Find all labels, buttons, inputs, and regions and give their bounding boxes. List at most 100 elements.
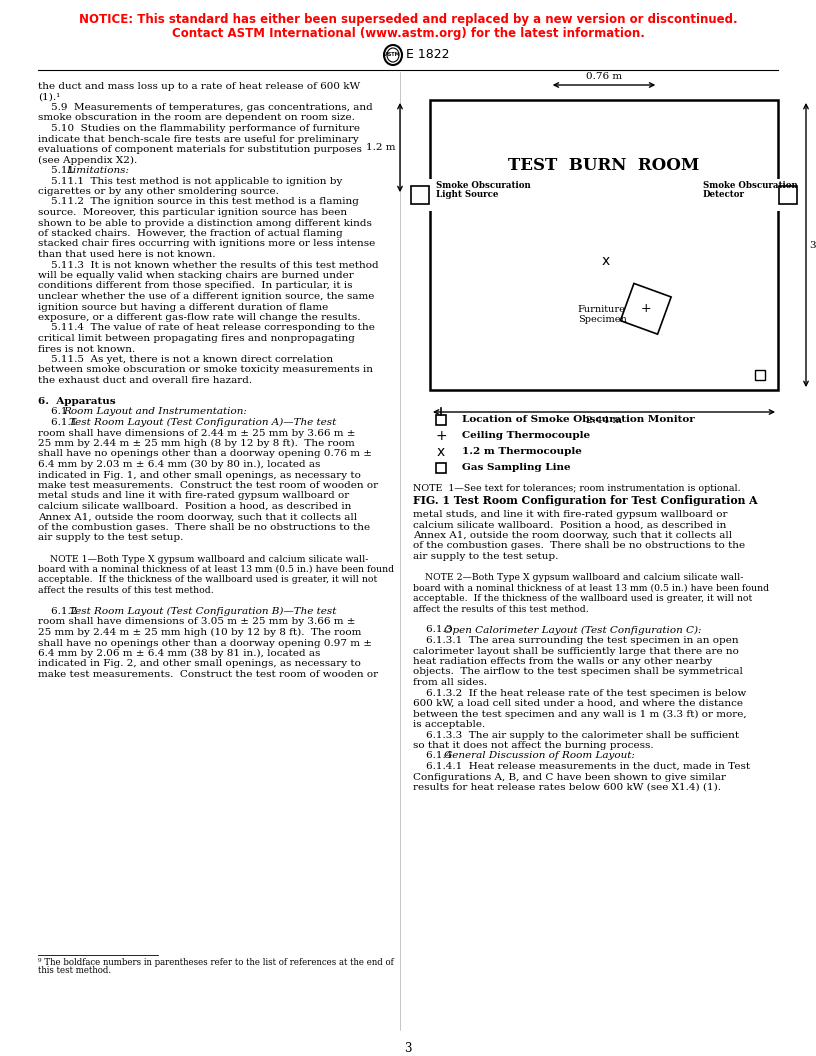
Text: Smoke Obscuration: Smoke Obscuration	[703, 181, 798, 190]
Text: 6.1.3.2  If the heat release rate of the test specimen is below: 6.1.3.2 If the heat release rate of the …	[413, 689, 747, 698]
Text: room shall have dimensions of 2.44 m ± 25 mm by 3.66 m ±: room shall have dimensions of 2.44 m ± 2…	[38, 429, 356, 437]
Text: smoke obscuration in the room are dependent on room size.: smoke obscuration in the room are depend…	[38, 113, 355, 122]
Text: conditions different from those specified.  In particular, it is: conditions different from those specifie…	[38, 282, 353, 290]
Text: calcium silicate wallboard.  Position a hood, as described in: calcium silicate wallboard. Position a h…	[413, 521, 726, 529]
Text: indicate that bench-scale fire tests are useful for preliminary: indicate that bench-scale fire tests are…	[38, 134, 359, 144]
Bar	[429, 180, 432, 211]
Text: 25 mm by 2.44 m ± 25 mm high (8 by 12 by 8 ft).  The room: 25 mm by 2.44 m ± 25 mm high (8 by 12 by…	[38, 439, 355, 448]
Text: 5.11.5  As yet, there is not a known direct correlation: 5.11.5 As yet, there is not a known dire…	[38, 355, 333, 364]
Text: 6.1.3: 6.1.3	[413, 625, 459, 635]
Text: acceptable.  If the thickness of the wallboard used is greater, it will not: acceptable. If the thickness of the wall…	[38, 576, 377, 585]
Ellipse shape	[387, 48, 399, 62]
Text: 6.1.3.3  The air supply to the calorimeter shall be sufficient: 6.1.3.3 The air supply to the calorimete…	[413, 731, 739, 739]
Text: 5.11.1  This test method is not applicable to ignition by: 5.11.1 This test method is not applicabl…	[38, 176, 343, 186]
Bar	[430, 100, 778, 390]
Text: 2.44 m: 2.44 m	[586, 416, 622, 425]
Text: 600 kW, a load cell sited under a hood, and where the distance: 600 kW, a load cell sited under a hood, …	[413, 699, 743, 708]
Text: the duct and mass loss up to a rate of heat release of 600 kW: the duct and mass loss up to a rate of h…	[38, 82, 360, 91]
Text: NOTE 2—Both Type X gypsum wallboard and calcium silicate wall-: NOTE 2—Both Type X gypsum wallboard and …	[413, 573, 743, 582]
Text: NOTE  1—See text for tolerances; room instrumentation is optional.: NOTE 1—See text for tolerances; room ins…	[413, 484, 741, 493]
Text: Configurations A, B, and C have been shown to give similar: Configurations A, B, and C have been sho…	[413, 773, 726, 781]
Text: Limitations:: Limitations:	[66, 166, 129, 175]
Ellipse shape	[384, 45, 402, 65]
Text: Smoke Obscuration: Smoke Obscuration	[436, 181, 530, 190]
Text: 3: 3	[404, 1042, 412, 1055]
Text: Furniture: Furniture	[578, 305, 626, 314]
Text: ignition source but having a different duration of flame: ignition source but having a different d…	[38, 302, 328, 312]
Text: the exhaust duct and overall fire hazard.: the exhaust duct and overall fire hazard…	[38, 376, 252, 385]
Text: Gas Sampling Line: Gas Sampling Line	[462, 464, 570, 472]
Text: affect the results of this test method.: affect the results of this test method.	[413, 604, 589, 614]
Text: Specimen: Specimen	[578, 315, 627, 324]
Text: unclear whether the use of a different ignition source, the same: unclear whether the use of a different i…	[38, 293, 375, 301]
Text: metal studs and line it with fire-rated gypsum wallboard or: metal studs and line it with fire-rated …	[38, 491, 349, 501]
Text: air supply to the test setup.: air supply to the test setup.	[413, 552, 558, 561]
Text: so that it does not affect the burning process.: so that it does not affect the burning p…	[413, 741, 654, 750]
Text: shall have no openings other than a doorway opening 0.97 m ±: shall have no openings other than a door…	[38, 639, 372, 647]
Text: Ceiling Thermocouple: Ceiling Thermocouple	[462, 432, 590, 440]
Text: 5.11.2  The ignition source in this test method is a flaming: 5.11.2 The ignition source in this test …	[38, 197, 359, 207]
Text: acceptable.  If the thickness of the wallboard used is greater, it will not: acceptable. If the thickness of the wall…	[413, 593, 752, 603]
Text: objects.  The airflow to the test specimen shall be symmetrical: objects. The airflow to the test specime…	[413, 667, 743, 677]
Bar	[436, 463, 446, 473]
Text: ⁹ The boldface numbers in parentheses refer to the list of references at the end: ⁹ The boldface numbers in parentheses re…	[38, 958, 394, 967]
Text: affect the results of this test method.: affect the results of this test method.	[38, 586, 214, 595]
Text: Detector: Detector	[703, 190, 745, 200]
Text: shown to be able to provide a distinction among different kinds: shown to be able to provide a distinctio…	[38, 219, 372, 227]
Text: will be equally valid when stacking chairs are burned under: will be equally valid when stacking chai…	[38, 271, 354, 280]
Text: room shall have dimensions of 3.05 m ± 25 mm by 3.66 m ±: room shall have dimensions of 3.05 m ± 2…	[38, 618, 356, 626]
Text: results for heat release rates below 600 kW (see X1.4) (1).: results for heat release rates below 600…	[413, 782, 721, 792]
Bar	[411, 186, 429, 204]
Text: 1.2 m: 1.2 m	[366, 143, 396, 152]
Bar	[779, 186, 797, 204]
Text: Contact ASTM International (www.astm.org) for the latest information.: Contact ASTM International (www.astm.org…	[171, 27, 645, 40]
Text: calorimeter layout shall be sufficiently large that there are no: calorimeter layout shall be sufficiently…	[413, 646, 738, 656]
Text: 25 mm by 2.44 m ± 25 mm high (10 by 12 by 8 ft).  The room: 25 mm by 2.44 m ± 25 mm high (10 by 12 b…	[38, 628, 361, 637]
Text: Light Source: Light Source	[436, 190, 499, 200]
Text: between the test specimen and any wall is 1 m (3.3 ft) or more,: between the test specimen and any wall i…	[413, 710, 747, 719]
Text: calcium silicate wallboard.  Position a hood, as described in: calcium silicate wallboard. Position a h…	[38, 502, 352, 511]
Text: 1.2 m Thermocouple: 1.2 m Thermocouple	[462, 448, 582, 456]
Text: Test Room Layout (Test Configuration B)—The test: Test Room Layout (Test Configuration B)—…	[69, 607, 336, 616]
Text: 6.  Apparatus: 6. Apparatus	[38, 397, 116, 406]
Text: 5.9  Measurements of temperatures, gas concentrations, and: 5.9 Measurements of temperatures, gas co…	[38, 103, 373, 112]
Text: NOTE 1—Both Type X gypsum wallboard and calcium silicate wall-: NOTE 1—Both Type X gypsum wallboard and …	[38, 554, 368, 564]
Text: of the combustion gases.  There shall be no obstructions to the: of the combustion gases. There shall be …	[38, 523, 370, 532]
Text: 6.1: 6.1	[38, 408, 74, 416]
Text: 3.66 m: 3.66 m	[810, 241, 816, 249]
Text: ASTM: ASTM	[385, 53, 401, 57]
Polygon shape	[620, 283, 671, 334]
Text: Annex A1, outside the room doorway, such that it collects all: Annex A1, outside the room doorway, such…	[413, 531, 732, 540]
Text: NOTICE: This standard has either been superseded and replaced by a new version o: NOTICE: This standard has either been su…	[78, 13, 738, 26]
Text: +: +	[641, 302, 651, 316]
Text: 6.4 mm by 2.06 m ± 6.4 mm (38 by 81 in.), located as: 6.4 mm by 2.06 m ± 6.4 mm (38 by 81 in.)…	[38, 649, 321, 658]
Text: is acceptable.: is acceptable.	[413, 720, 486, 729]
Text: General Discussion of Room Layout:: General Discussion of Room Layout:	[444, 752, 635, 760]
Text: cigarettes or by any other smoldering source.: cigarettes or by any other smoldering so…	[38, 187, 279, 196]
Text: stacked chair fires occurring with ignitions more or less intense: stacked chair fires occurring with ignit…	[38, 240, 375, 248]
Text: E 1822: E 1822	[406, 49, 450, 61]
Text: metal studs, and line it with fire-rated gypsum wallboard or: metal studs, and line it with fire-rated…	[413, 510, 728, 518]
Text: board with a nominal thickness of at least 13 mm (0.5 in.) have been found: board with a nominal thickness of at lea…	[413, 584, 769, 592]
Text: than that used here is not known.: than that used here is not known.	[38, 250, 215, 259]
Text: x: x	[601, 253, 610, 268]
Text: fires is not known.: fires is not known.	[38, 344, 135, 354]
Text: make test measurements.  Construct the test room of wooden or: make test measurements. Construct the te…	[38, 670, 378, 679]
Text: x: x	[437, 445, 445, 459]
Text: Open Calorimeter Layout (Test Configuration C):: Open Calorimeter Layout (Test Configurat…	[444, 625, 702, 635]
Text: indicated in Fig. 2, and other small openings, as necessary to: indicated in Fig. 2, and other small ope…	[38, 660, 361, 668]
Text: of stacked chairs.  However, the fraction of actual flaming: of stacked chairs. However, the fraction…	[38, 229, 343, 238]
Text: Test Room Layout (Test Configuration A)—The test: Test Room Layout (Test Configuration A)—…	[69, 418, 336, 427]
Text: 6.1.4.1  Heat release measurements in the duct, made in Test: 6.1.4.1 Heat release measurements in the…	[413, 762, 750, 771]
Text: 5.11: 5.11	[38, 166, 81, 175]
Text: this test method.: this test method.	[38, 966, 111, 975]
Text: from all sides.: from all sides.	[413, 678, 487, 687]
Text: (1).¹: (1).¹	[38, 93, 60, 101]
Text: of the combustion gases.  There shall be no obstructions to the: of the combustion gases. There shall be …	[413, 542, 745, 550]
Text: 6.1.4: 6.1.4	[413, 752, 459, 760]
Bar	[755, 370, 765, 380]
Text: source.  Moreover, this particular ignition source has been: source. Moreover, this particular igniti…	[38, 208, 347, 216]
Text: Annex A1, outside the room doorway, such that it collects all: Annex A1, outside the room doorway, such…	[38, 512, 357, 522]
Bar	[436, 415, 446, 425]
Text: 6.4 mm by 2.03 m ± 6.4 mm (30 by 80 in.), located as: 6.4 mm by 2.03 m ± 6.4 mm (30 by 80 in.)…	[38, 460, 321, 469]
